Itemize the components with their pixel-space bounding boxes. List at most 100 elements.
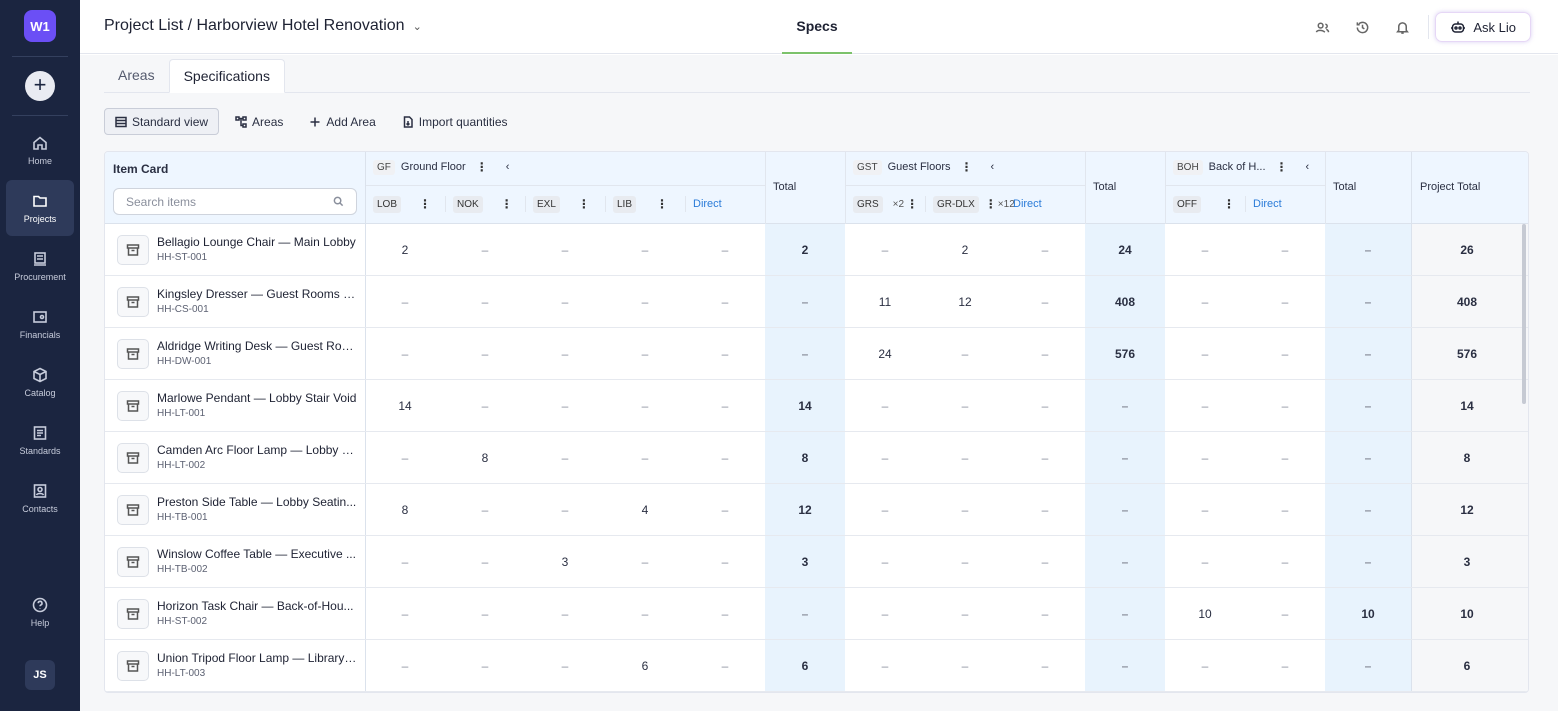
- area-header-grs[interactable]: GRS ×2 ⋮: [853, 195, 918, 213]
- quantity-cell[interactable]: –: [481, 243, 489, 257]
- quantity-cell[interactable]: 8: [481, 451, 489, 465]
- quantity-cell[interactable]: –: [1041, 295, 1049, 309]
- quantity-cell[interactable]: –: [1041, 243, 1049, 257]
- quantity-cell[interactable]: –: [721, 243, 729, 257]
- more-icon[interactable]: ⋮: [577, 197, 590, 211]
- quantity-cell[interactable]: –: [881, 399, 889, 413]
- tab-specifications[interactable]: Specifications: [168, 59, 285, 93]
- item-name[interactable]: Aldridge Writing Desk — Guest Roo...: [157, 339, 357, 353]
- table-row[interactable]: Bellagio Lounge Chair — Main Lobby HH-ST-…: [105, 224, 1528, 276]
- tab-areas[interactable]: Areas: [118, 67, 155, 83]
- more-icon[interactable]: ⋮: [475, 160, 488, 174]
- quantity-cell[interactable]: 2: [961, 243, 969, 257]
- more-icon[interactable]: ⋮: [1223, 197, 1235, 211]
- quantity-cell[interactable]: –: [481, 399, 489, 413]
- quantity-cell[interactable]: –: [961, 503, 969, 517]
- quantity-cell[interactable]: –: [1281, 451, 1289, 465]
- archive-icon[interactable]: [117, 339, 149, 369]
- quantity-cell[interactable]: –: [1201, 295, 1209, 309]
- archive-icon[interactable]: [117, 495, 149, 525]
- more-icon[interactable]: ⋮: [906, 197, 919, 211]
- quantity-cell[interactable]: –: [561, 399, 569, 413]
- archive-icon[interactable]: [117, 599, 149, 629]
- quantity-cell[interactable]: –: [1281, 555, 1289, 569]
- standard-view-button[interactable]: Standard view: [104, 108, 220, 135]
- sidebar-item-catalog[interactable]: Catalog: [6, 354, 74, 410]
- quantity-cell[interactable]: –: [1201, 503, 1209, 517]
- table-row[interactable]: Union Tripod Floor Lamp — Library ... HH-…: [105, 640, 1528, 692]
- quantity-cell[interactable]: –: [401, 295, 409, 309]
- quantity-cell[interactable]: –: [401, 451, 409, 465]
- item-name[interactable]: Preston Side Table — Lobby Seatin...: [157, 495, 357, 509]
- table-row[interactable]: Aldridge Writing Desk — Guest Roo... HH-D…: [105, 328, 1528, 380]
- user-avatar[interactable]: JS: [25, 660, 55, 690]
- group-header-ground-floor[interactable]: GF Ground Floor ⋮ ‹: [373, 158, 509, 176]
- quantity-cell[interactable]: –: [481, 659, 489, 673]
- quantity-cell[interactable]: –: [721, 399, 729, 413]
- vertical-scrollbar[interactable]: [1522, 224, 1526, 404]
- sidebar-item-financials[interactable]: Financials: [6, 296, 74, 352]
- boh-direct-link[interactable]: Direct: [1253, 198, 1282, 210]
- quantity-cell[interactable]: –: [641, 607, 649, 621]
- quantity-cell[interactable]: –: [481, 347, 489, 361]
- quantity-cell[interactable]: –: [481, 607, 489, 621]
- quantity-cell[interactable]: –: [721, 451, 729, 465]
- quantity-cell[interactable]: 10: [1198, 607, 1212, 621]
- quantity-cell[interactable]: –: [561, 503, 569, 517]
- quantity-cell[interactable]: –: [481, 555, 489, 569]
- gf-direct-link[interactable]: Direct: [693, 198, 722, 210]
- add-area-button[interactable]: Add Area: [299, 108, 385, 135]
- quantity-cell[interactable]: –: [1041, 555, 1049, 569]
- quantity-cell[interactable]: –: [561, 659, 569, 673]
- quantity-cell[interactable]: –: [1041, 503, 1049, 517]
- item-name[interactable]: Horizon Task Chair — Back-of-Hou...: [157, 599, 354, 613]
- sidebar-item-help[interactable]: Help: [6, 584, 74, 640]
- item-name[interactable]: Bellagio Lounge Chair — Main Lobby: [157, 235, 356, 249]
- table-row[interactable]: Preston Side Table — Lobby Seatin... HH-T…: [105, 484, 1528, 536]
- gst-direct-link[interactable]: Direct: [1013, 198, 1042, 210]
- area-header-lib[interactable]: LIB ⋮: [613, 195, 668, 213]
- quantity-cell[interactable]: –: [961, 399, 969, 413]
- collapse-icon[interactable]: ‹: [1305, 161, 1310, 173]
- bell-icon[interactable]: [1382, 7, 1422, 47]
- quantity-cell[interactable]: –: [721, 659, 729, 673]
- quantity-cell[interactable]: –: [1281, 399, 1289, 413]
- area-header-nok[interactable]: NOK ⋮: [453, 195, 513, 213]
- quantity-cell[interactable]: –: [1041, 659, 1049, 673]
- quantity-cell[interactable]: –: [1281, 607, 1289, 621]
- quantity-cell[interactable]: –: [721, 503, 729, 517]
- quantity-cell[interactable]: –: [1281, 243, 1289, 257]
- quantity-cell[interactable]: –: [1201, 243, 1209, 257]
- quantity-cell[interactable]: 6: [641, 659, 649, 673]
- more-icon[interactable]: ⋮: [419, 197, 432, 211]
- search-input[interactable]: Search items: [113, 188, 357, 215]
- more-icon[interactable]: ⋮: [984, 197, 997, 211]
- quantity-cell[interactable]: –: [561, 451, 569, 465]
- archive-icon[interactable]: [117, 651, 149, 681]
- item-name[interactable]: Marlowe Pendant — Lobby Stair Void: [157, 391, 357, 405]
- quantity-cell[interactable]: –: [641, 347, 649, 361]
- add-button[interactable]: +: [25, 71, 55, 101]
- table-row[interactable]: Marlowe Pendant — Lobby Stair Void HH-LT-…: [105, 380, 1528, 432]
- quantity-cell[interactable]: –: [401, 555, 409, 569]
- quantity-cell[interactable]: –: [1041, 347, 1049, 361]
- collapse-icon[interactable]: ‹: [990, 161, 995, 173]
- archive-icon[interactable]: [117, 287, 149, 317]
- sidebar-item-procurement[interactable]: Procurement: [6, 238, 74, 294]
- quantity-cell[interactable]: –: [881, 659, 889, 673]
- areas-button[interactable]: Areas: [225, 108, 293, 135]
- quantity-cell[interactable]: –: [641, 295, 649, 309]
- more-icon[interactable]: ⋮: [960, 160, 973, 174]
- archive-icon[interactable]: [117, 547, 149, 577]
- item-name[interactable]: Union Tripod Floor Lamp — Library ...: [157, 651, 357, 665]
- quantity-cell[interactable]: 3: [561, 555, 569, 569]
- area-header-off[interactable]: OFF ⋮: [1173, 195, 1235, 213]
- sidebar-item-standards[interactable]: Standards: [6, 412, 74, 468]
- quantity-cell[interactable]: –: [961, 607, 969, 621]
- archive-icon[interactable]: [117, 443, 149, 473]
- quantity-cell[interactable]: –: [561, 295, 569, 309]
- item-name[interactable]: Winslow Coffee Table — Executive ...: [157, 547, 356, 561]
- quantity-cell[interactable]: –: [721, 295, 729, 309]
- sidebar-item-contacts[interactable]: Contacts: [6, 470, 74, 526]
- table-row[interactable]: Winslow Coffee Table — Executive ... HH-T…: [105, 536, 1528, 588]
